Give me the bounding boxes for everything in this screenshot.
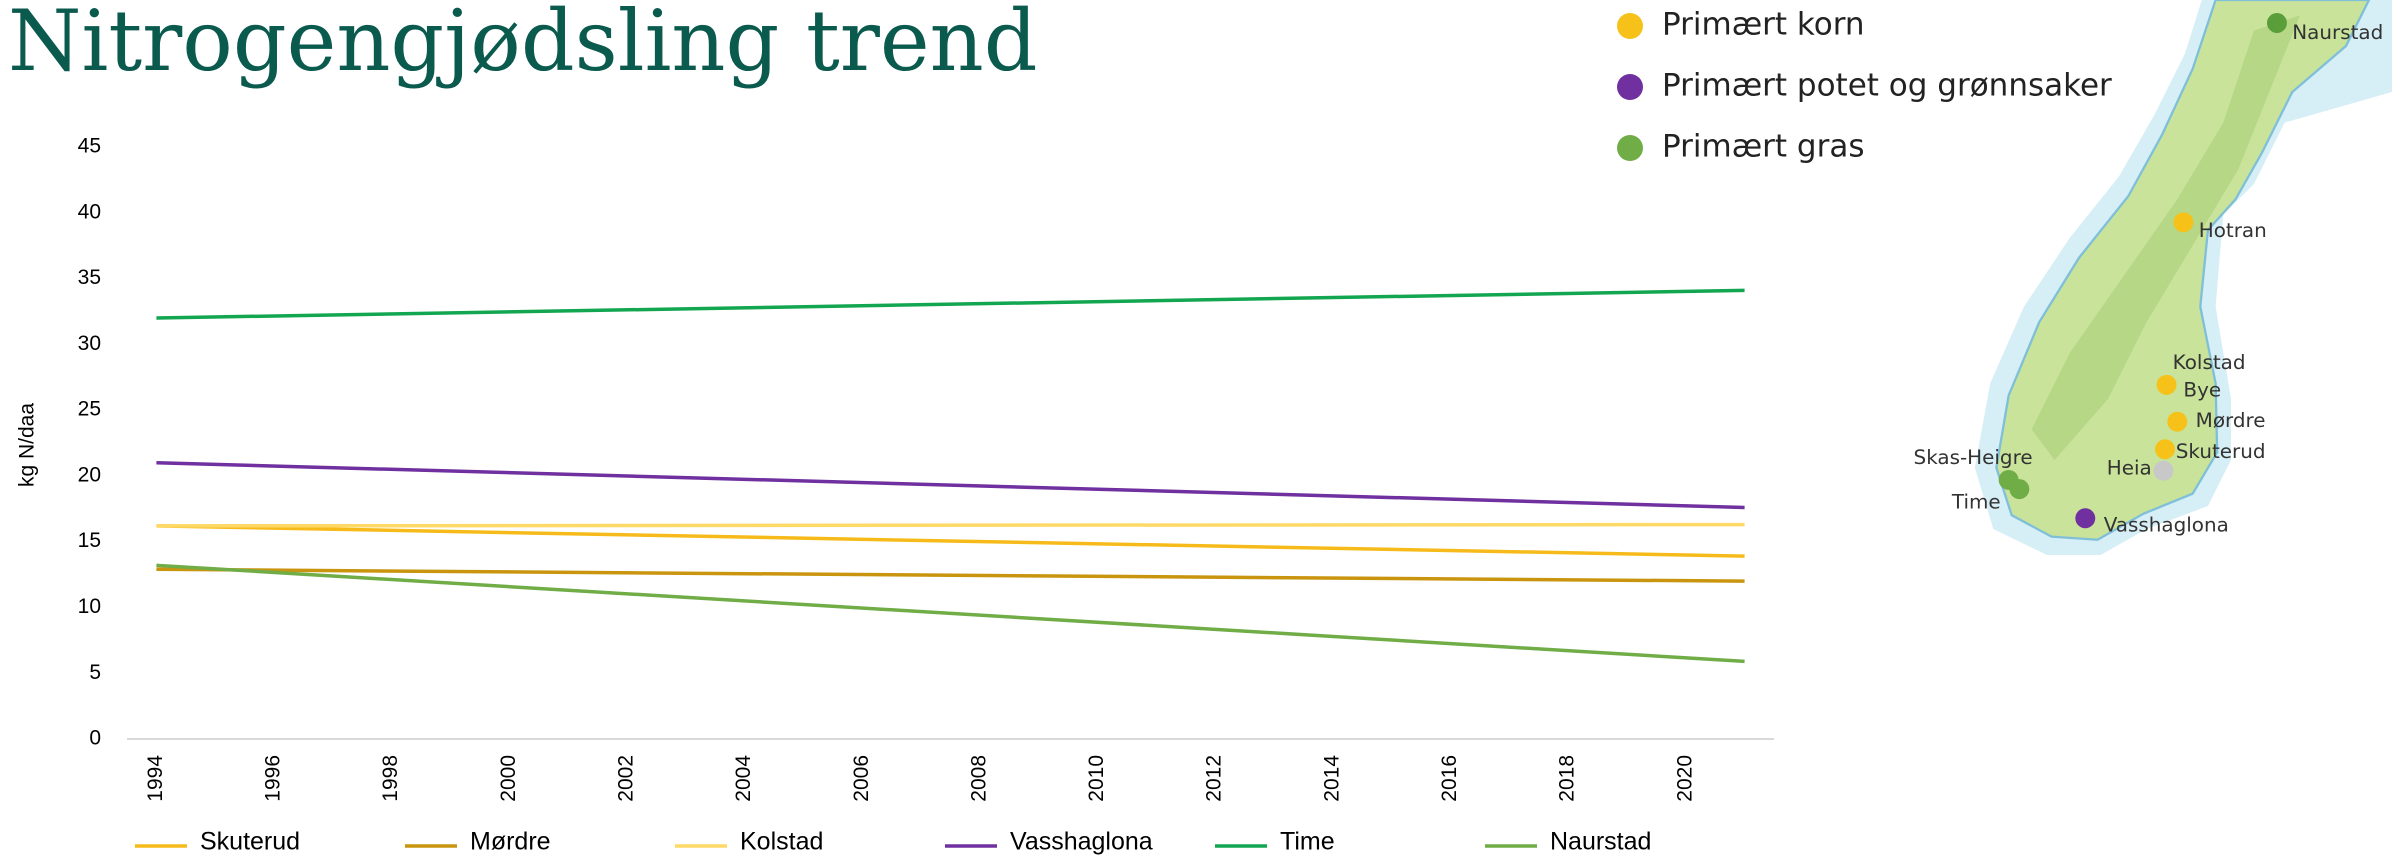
legend-label: Vasshaglona — [1010, 828, 1153, 856]
legend-label: Mørdre — [470, 828, 551, 856]
site-label: Skuterud — [2176, 440, 2266, 463]
map-legend-label: Primært korn — [1662, 7, 1865, 43]
site-label: Bye — [2183, 378, 2221, 401]
y-tick-label: 10 — [78, 595, 101, 618]
site-dot — [2154, 461, 2174, 481]
y-tick-label: 45 — [78, 135, 101, 158]
y-tick-label: 5 — [89, 661, 101, 684]
x-tick-label: 1996 — [262, 755, 285, 802]
site-dot — [2155, 439, 2175, 459]
legend-label: Kolstad — [740, 828, 823, 856]
legend-label: Naurstad — [1550, 828, 1651, 856]
site-dot — [2009, 479, 2029, 499]
x-tick-label: 1998 — [379, 755, 402, 802]
legend-dot — [1617, 74, 1643, 100]
site-label: Heia — [2107, 457, 2152, 480]
x-tick-label: 2014 — [1320, 755, 1343, 802]
x-tick-label: 2012 — [1203, 755, 1226, 802]
series-line — [156, 525, 1744, 526]
x-tick-label: 2010 — [1085, 755, 1108, 802]
site-dot — [2157, 375, 2177, 395]
legend-dot — [1617, 135, 1643, 161]
site-label: Time — [1951, 490, 2001, 513]
site-label: Kolstad — [2173, 351, 2246, 374]
site-label: Mørdre — [2196, 409, 2266, 432]
x-tick-label: 2002 — [615, 755, 638, 802]
site-dot — [2167, 412, 2187, 432]
x-tick-label: 2008 — [967, 755, 990, 802]
y-tick-label: 40 — [78, 200, 101, 223]
y-tick-label: 15 — [78, 529, 101, 552]
y-tick-label: 0 — [89, 727, 101, 750]
series-line — [156, 526, 1744, 556]
site-label: Skas-Heigre — [1914, 446, 2033, 469]
x-tick-label: 2016 — [1438, 755, 1461, 802]
y-tick-label: 20 — [78, 463, 101, 486]
site-label: Hotran — [2199, 219, 2267, 242]
x-tick-label: 2004 — [732, 755, 755, 802]
site-dot — [2075, 508, 2095, 528]
x-tick-label: 2018 — [1556, 755, 1579, 802]
page: Nitrogengjødsling trend kg N/daa Naursta… — [0, 0, 2392, 857]
site-dot — [2267, 13, 2287, 33]
legend-label: Skuterud — [200, 828, 300, 856]
x-tick-label: 2000 — [497, 755, 520, 802]
site-label: Vasshaglona — [2104, 513, 2229, 536]
chart-title: Nitrogengjødsling trend — [8, 0, 1038, 90]
y-tick-label: 25 — [78, 398, 101, 421]
x-tick-label: 2006 — [850, 755, 873, 802]
map-legend-label: Primært gras — [1662, 129, 1864, 165]
legend-dot — [1617, 13, 1643, 39]
series-line — [156, 290, 1744, 318]
map-legend-label: Primært potet og grønnsaker — [1662, 68, 2112, 104]
legend-label: Time — [1280, 828, 1335, 856]
x-tick-label: 2020 — [1673, 755, 1696, 802]
y-axis-label: kg N/daa — [16, 403, 39, 487]
site-label: Naurstad — [2292, 21, 2383, 44]
y-tick-label: 35 — [78, 266, 101, 289]
y-tick-label: 30 — [78, 332, 101, 355]
series-line — [156, 463, 1744, 508]
site-dot — [2173, 212, 2193, 232]
x-tick-label: 1994 — [144, 755, 167, 802]
